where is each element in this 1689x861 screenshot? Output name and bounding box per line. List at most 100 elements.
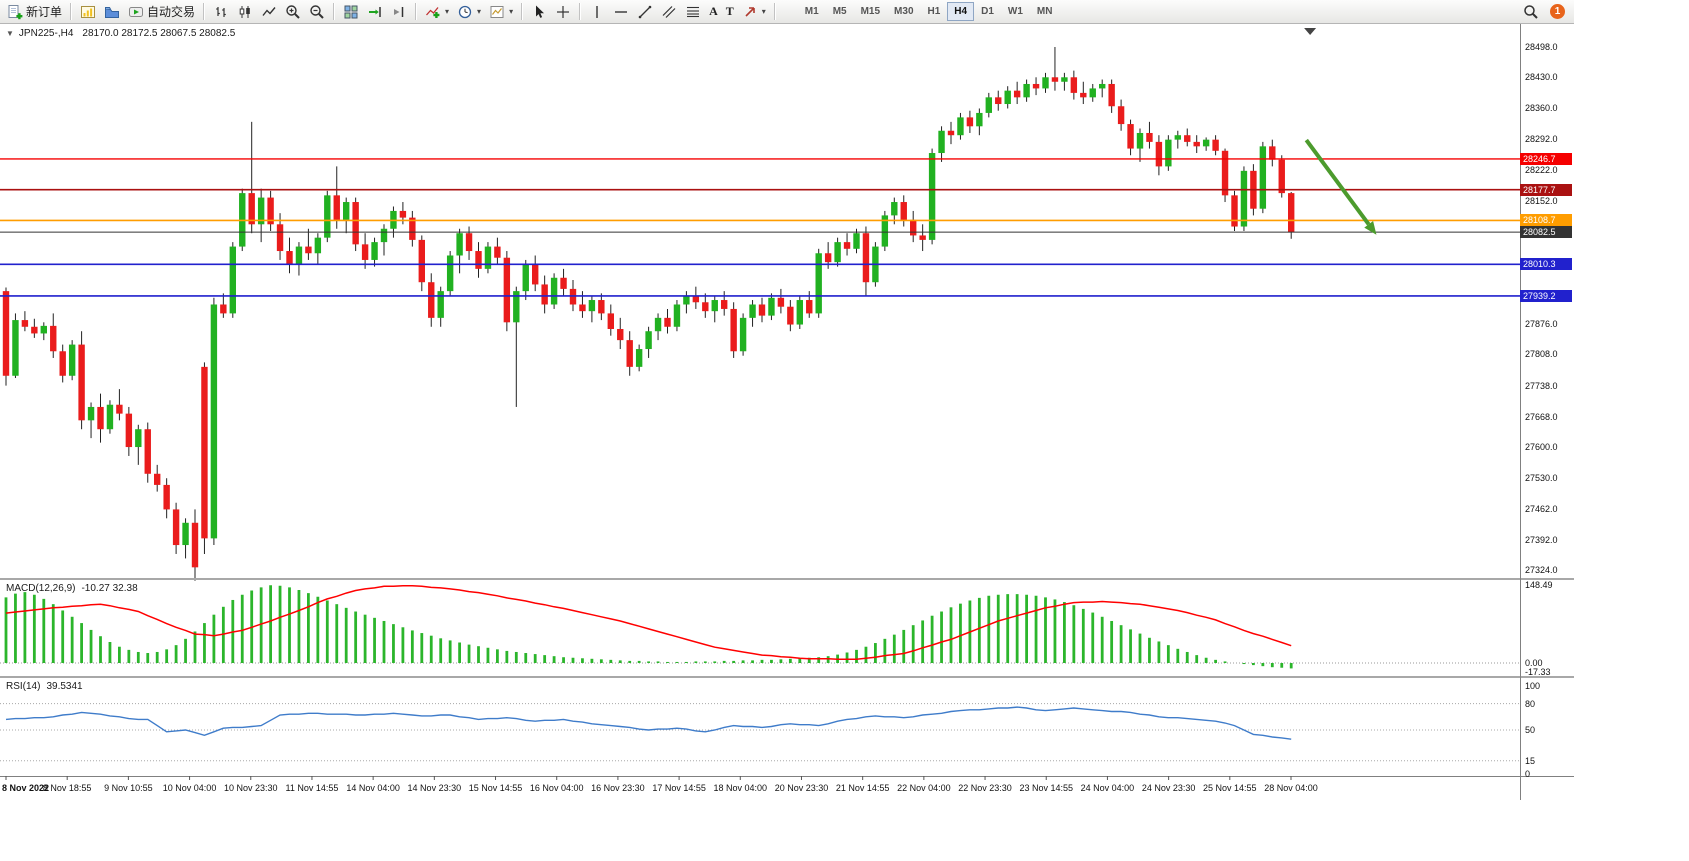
timeframe-button-m1[interactable]: M1 <box>798 2 826 21</box>
toolbar-separator <box>579 3 582 20</box>
price-tick-label: 27808.0 <box>1525 349 1558 360</box>
autotrading-icon <box>129 6 144 17</box>
channel-button[interactable] <box>657 1 681 22</box>
macd-tick-label: -17.33 <box>1525 667 1551 678</box>
timeframe-group: M1 M5 M15 M30 H1 H4 D1 W1 MN <box>798 2 1060 21</box>
zoom-out-button[interactable] <box>305 1 329 22</box>
pane-separator[interactable] <box>0 676 1574 678</box>
chart-shift-marker[interactable] <box>1304 28 1317 35</box>
search-button[interactable] <box>1519 1 1543 22</box>
horizontal-line-icon <box>615 10 628 13</box>
new-chart-button[interactable] <box>76 1 100 22</box>
price-tick-label: 27324.0 <box>1525 565 1558 575</box>
dropdown-arrow-icon: ▾ <box>761 7 766 16</box>
toolbar-separator <box>521 3 524 20</box>
auto-scroll-button[interactable] <box>363 1 387 22</box>
time-label: 16 Nov 23:30 <box>591 783 645 793</box>
fibonacci-button[interactable] <box>681 1 705 22</box>
macd-indicator-label: MACD(12,26,9) -10.27 32.38 <box>6 583 138 594</box>
crosshair-icon <box>557 5 570 18</box>
trendline-icon <box>638 5 652 18</box>
time-label: 14 Nov 04:00 <box>346 783 400 793</box>
time-label: 16 Nov 04:00 <box>529 783 584 793</box>
timeframe-button-h4[interactable]: H4 <box>947 2 975 21</box>
rsi-tick-label: 0 <box>1525 769 1531 779</box>
trading-app-window: 新订单 自动交易 <box>0 0 1574 800</box>
timeframe-button-d1[interactable]: D1 <box>974 2 1001 21</box>
zoom-in-button[interactable] <box>281 1 305 22</box>
rsi-tick-label: 100 <box>1525 681 1541 691</box>
dropdown-arrow-icon: ▾ <box>445 7 450 16</box>
candlestick-button[interactable] <box>233 1 257 22</box>
cursor-button[interactable] <box>527 1 551 22</box>
macd-histogram <box>4 585 1293 669</box>
annotation-arrow[interactable] <box>1304 138 1371 226</box>
price-tick-label: 28152.0 <box>1525 196 1558 207</box>
channel-icon <box>662 5 676 18</box>
chart-shift-button[interactable] <box>387 1 411 22</box>
dropdown-arrow-icon: ▾ <box>477 7 482 16</box>
profiles-button[interactable] <box>100 1 124 22</box>
indicators-icon <box>426 6 440 18</box>
price-level-label: 28177.7 <box>1520 183 1572 196</box>
rsi-tick-label: 15 <box>1525 755 1536 766</box>
tile-windows-button[interactable] <box>339 1 363 22</box>
text-label-button[interactable]: T <box>722 1 738 22</box>
price-axis[interactable]: 28498.0 28430.0 28360.0 28292.0 28222.0 28152… <box>1520 24 1574 800</box>
timeframe-button-m15[interactable]: M15 <box>854 2 887 21</box>
text-button[interactable]: A <box>705 1 722 22</box>
candlestick-icon <box>239 5 250 18</box>
time-label: 25 Nov 14:55 <box>1203 783 1257 793</box>
time-label: 10 Nov 23:30 <box>223 783 278 793</box>
notification-badge[interactable]: 1 <box>1550 4 1565 19</box>
indicators-button[interactable]: ▾ <box>421 1 453 22</box>
horizontal-line-button[interactable] <box>609 1 633 22</box>
rsi-title: RSI(14) <box>6 681 41 692</box>
pane-separator[interactable] <box>0 578 1574 580</box>
new-chart-icon <box>81 5 96 18</box>
vertical-line-button[interactable] <box>585 1 609 22</box>
bar-chart-button[interactable] <box>209 1 233 22</box>
time-label: 10 Nov 04:00 <box>162 783 217 793</box>
trendline-button[interactable] <box>633 1 657 22</box>
template-icon <box>490 5 504 18</box>
bar-chart-icon <box>216 6 226 17</box>
time-label: 8 Nov 2022 <box>2 783 50 793</box>
time-label: 11 Nov 14:55 <box>285 783 339 793</box>
line-chart-icon <box>262 6 276 16</box>
macd-values: -10.27 32.38 <box>81 583 138 594</box>
line-chart-button[interactable] <box>257 1 281 22</box>
one-click-trading-toggle[interactable]: ▼ <box>6 29 14 38</box>
timeframe-button-mn[interactable]: MN <box>1030 2 1060 21</box>
time-label: 21 Nov 14:55 <box>835 783 890 793</box>
toolbar-separator <box>203 3 206 20</box>
time-label: 9 Nov 10:55 <box>104 783 153 793</box>
time-axis[interactable]: 8 Nov 2022 8 Nov 18:55 9 Nov 10:55 10 Nov 0… <box>0 776 1520 800</box>
timeframe-button-m30[interactable]: M30 <box>887 2 920 21</box>
price-tick-label: 27738.0 <box>1525 380 1558 391</box>
periods-button[interactable]: ▾ <box>453 1 485 22</box>
time-label: 17 Nov 14:55 <box>652 783 706 793</box>
crosshair-button[interactable] <box>551 1 575 22</box>
autotrading-button[interactable]: 自动交易 <box>124 1 199 22</box>
new-order-button[interactable]: 新订单 <box>3 1 66 22</box>
timeframe-button-h1[interactable]: H1 <box>921 2 948 21</box>
rsi-line <box>5 706 1292 740</box>
rsi-tick-label: 80 <box>1525 698 1536 709</box>
time-label: 15 Nov 14:55 <box>468 783 523 793</box>
time-label: 22 Nov 04:00 <box>897 783 951 793</box>
annotation-arrow-head <box>1364 221 1377 235</box>
price-tick-label: 27600.0 <box>1525 442 1558 453</box>
arrows-button[interactable]: ▾ <box>738 1 770 22</box>
timeframe-button-m5[interactable]: M5 <box>826 2 854 21</box>
templates-button[interactable]: ▾ <box>485 1 517 22</box>
chart-canvas[interactable] <box>0 24 1574 800</box>
macd-title: MACD(12,26,9) <box>6 583 76 594</box>
macd-tick-label: 148.49 <box>1525 579 1553 590</box>
price-tick-label: 28430.0 <box>1525 72 1558 83</box>
zoom-out-icon <box>310 4 324 19</box>
text-tool-icon: A <box>709 4 718 18</box>
toolbar-separator <box>773 3 776 20</box>
timeframe-button-w1[interactable]: W1 <box>1001 2 1030 21</box>
